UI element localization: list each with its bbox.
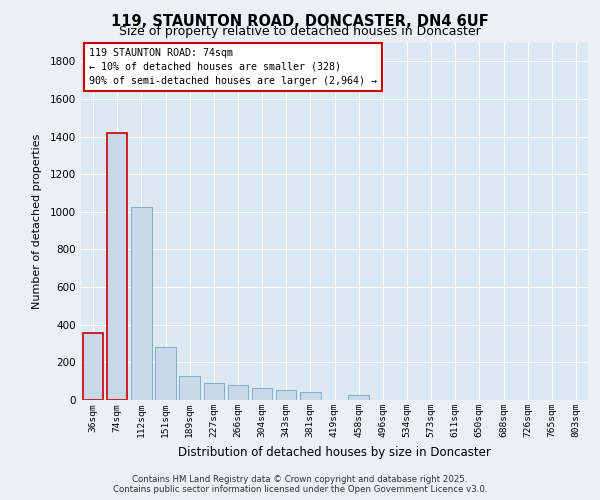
Text: Contains HM Land Registry data © Crown copyright and database right 2025.
Contai: Contains HM Land Registry data © Crown c… — [113, 474, 487, 494]
Bar — [349, 394, 369, 400]
Bar — [276, 390, 296, 400]
Bar — [83, 333, 103, 400]
Text: 119 STAUNTON ROAD: 74sqm
← 10% of detached houses are smaller (328)
90% of semi-: 119 STAUNTON ROAD: 74sqm ← 10% of detach… — [89, 48, 377, 86]
Bar — [300, 392, 320, 400]
Y-axis label: Number of detached properties: Number of detached properties — [32, 134, 41, 309]
Bar — [227, 384, 248, 400]
Bar — [107, 133, 127, 400]
Bar — [252, 388, 272, 400]
Bar — [203, 383, 224, 400]
Bar — [179, 376, 200, 400]
Text: 119, STAUNTON ROAD, DONCASTER, DN4 6UF: 119, STAUNTON ROAD, DONCASTER, DN4 6UF — [111, 14, 489, 29]
Text: Size of property relative to detached houses in Doncaster: Size of property relative to detached ho… — [119, 25, 481, 38]
X-axis label: Distribution of detached houses by size in Doncaster: Distribution of detached houses by size … — [178, 446, 491, 458]
Bar — [131, 207, 152, 400]
Bar — [155, 348, 176, 400]
